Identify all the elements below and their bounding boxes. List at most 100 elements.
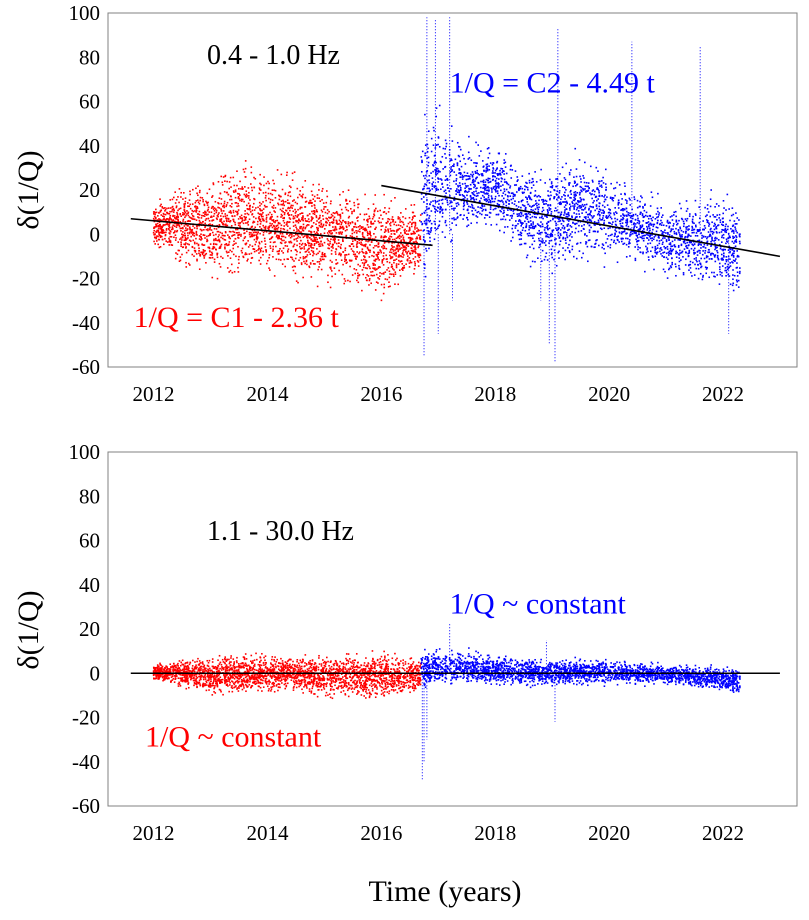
- data-point: [543, 203, 546, 205]
- data-point: [446, 179, 449, 181]
- data-point: [706, 221, 709, 224]
- data-point: [614, 229, 616, 231]
- data-point: [307, 224, 310, 226]
- data-point: [154, 233, 156, 235]
- data-point: [722, 200, 725, 202]
- data-point: [382, 211, 385, 214]
- data-point: [277, 226, 280, 229]
- data-point: [340, 226, 343, 229]
- data-point: [598, 205, 601, 208]
- data-point: [251, 245, 254, 248]
- data-point: [416, 241, 418, 244]
- data-point: [183, 205, 186, 208]
- data-point: [735, 279, 738, 281]
- data-point: [388, 270, 391, 273]
- data-point: [259, 189, 262, 191]
- data-point: [442, 147, 445, 150]
- data-point: [629, 231, 632, 233]
- data-point: [410, 225, 413, 228]
- data-point: [564, 249, 567, 252]
- data-point: [650, 224, 652, 226]
- data-point: [413, 272, 415, 275]
- data-point: [368, 265, 371, 268]
- data-point: [594, 242, 597, 245]
- data-point: [356, 279, 358, 282]
- data-point: [638, 233, 640, 235]
- data-point: [356, 217, 358, 219]
- data-point: [185, 229, 188, 232]
- data-point: [394, 252, 396, 255]
- data-point: [308, 242, 311, 245]
- data-point: [260, 240, 263, 243]
- data-point: [527, 188, 529, 191]
- data-point: [262, 201, 264, 203]
- data-point: [328, 216, 330, 219]
- data-point: [245, 242, 248, 245]
- data-point: [685, 258, 687, 261]
- data-point: [654, 218, 657, 220]
- data-point: [168, 213, 170, 215]
- data-point: [206, 209, 209, 212]
- data-point: [488, 177, 491, 180]
- data-point: [279, 241, 282, 244]
- data-point: [251, 233, 254, 236]
- data-point: [713, 215, 716, 218]
- data-point: [614, 211, 617, 213]
- data-point: [456, 216, 459, 218]
- data-point: [282, 252, 285, 254]
- data-point: [247, 213, 250, 216]
- data-point: [387, 231, 390, 233]
- data-point: [558, 218, 560, 220]
- data-point: [436, 170, 438, 172]
- data-point: [558, 202, 561, 204]
- data-point: [243, 171, 246, 173]
- data-point: [428, 247, 430, 250]
- data-point: [379, 272, 381, 274]
- data-point: [557, 228, 560, 231]
- data-point: [590, 193, 592, 196]
- data-point: [486, 165, 488, 168]
- data-point: [516, 180, 519, 182]
- data-point: [517, 206, 520, 208]
- data-point: [161, 225, 163, 228]
- data-point: [671, 261, 674, 264]
- data-point: [305, 259, 308, 262]
- data-point: [573, 205, 576, 207]
- data-point: [639, 227, 642, 229]
- data-point: [342, 251, 345, 253]
- data-point: [686, 217, 689, 220]
- data-point: [292, 217, 295, 220]
- data-point: [310, 249, 313, 252]
- data-point: [617, 239, 619, 242]
- data-point: [531, 205, 534, 207]
- data-point: [293, 238, 296, 241]
- data-point: [661, 231, 664, 233]
- data-point: [694, 213, 697, 215]
- data-point: [708, 251, 711, 254]
- data-point: [664, 237, 666, 239]
- x-tick-label: 2012: [133, 382, 175, 406]
- data-point: [174, 202, 177, 204]
- data-point: [197, 185, 199, 187]
- data-point: [663, 256, 665, 258]
- data-point: [627, 246, 630, 248]
- data-point: [261, 209, 263, 212]
- data-point: [463, 214, 465, 217]
- data-point: [223, 191, 226, 193]
- data-point: [734, 260, 736, 262]
- data-point: [215, 209, 218, 212]
- data-point: [341, 239, 344, 242]
- data-point: [505, 182, 508, 184]
- data-point: [196, 259, 198, 262]
- data-point: [488, 211, 491, 214]
- data-point: [426, 208, 428, 210]
- data-point: [483, 186, 486, 189]
- data-point: [393, 238, 396, 241]
- data-point: [270, 237, 272, 240]
- data-point: [701, 278, 704, 281]
- data-point: [238, 187, 240, 190]
- data-point: [159, 205, 162, 207]
- data-point: [722, 224, 724, 227]
- data-point: [571, 201, 573, 203]
